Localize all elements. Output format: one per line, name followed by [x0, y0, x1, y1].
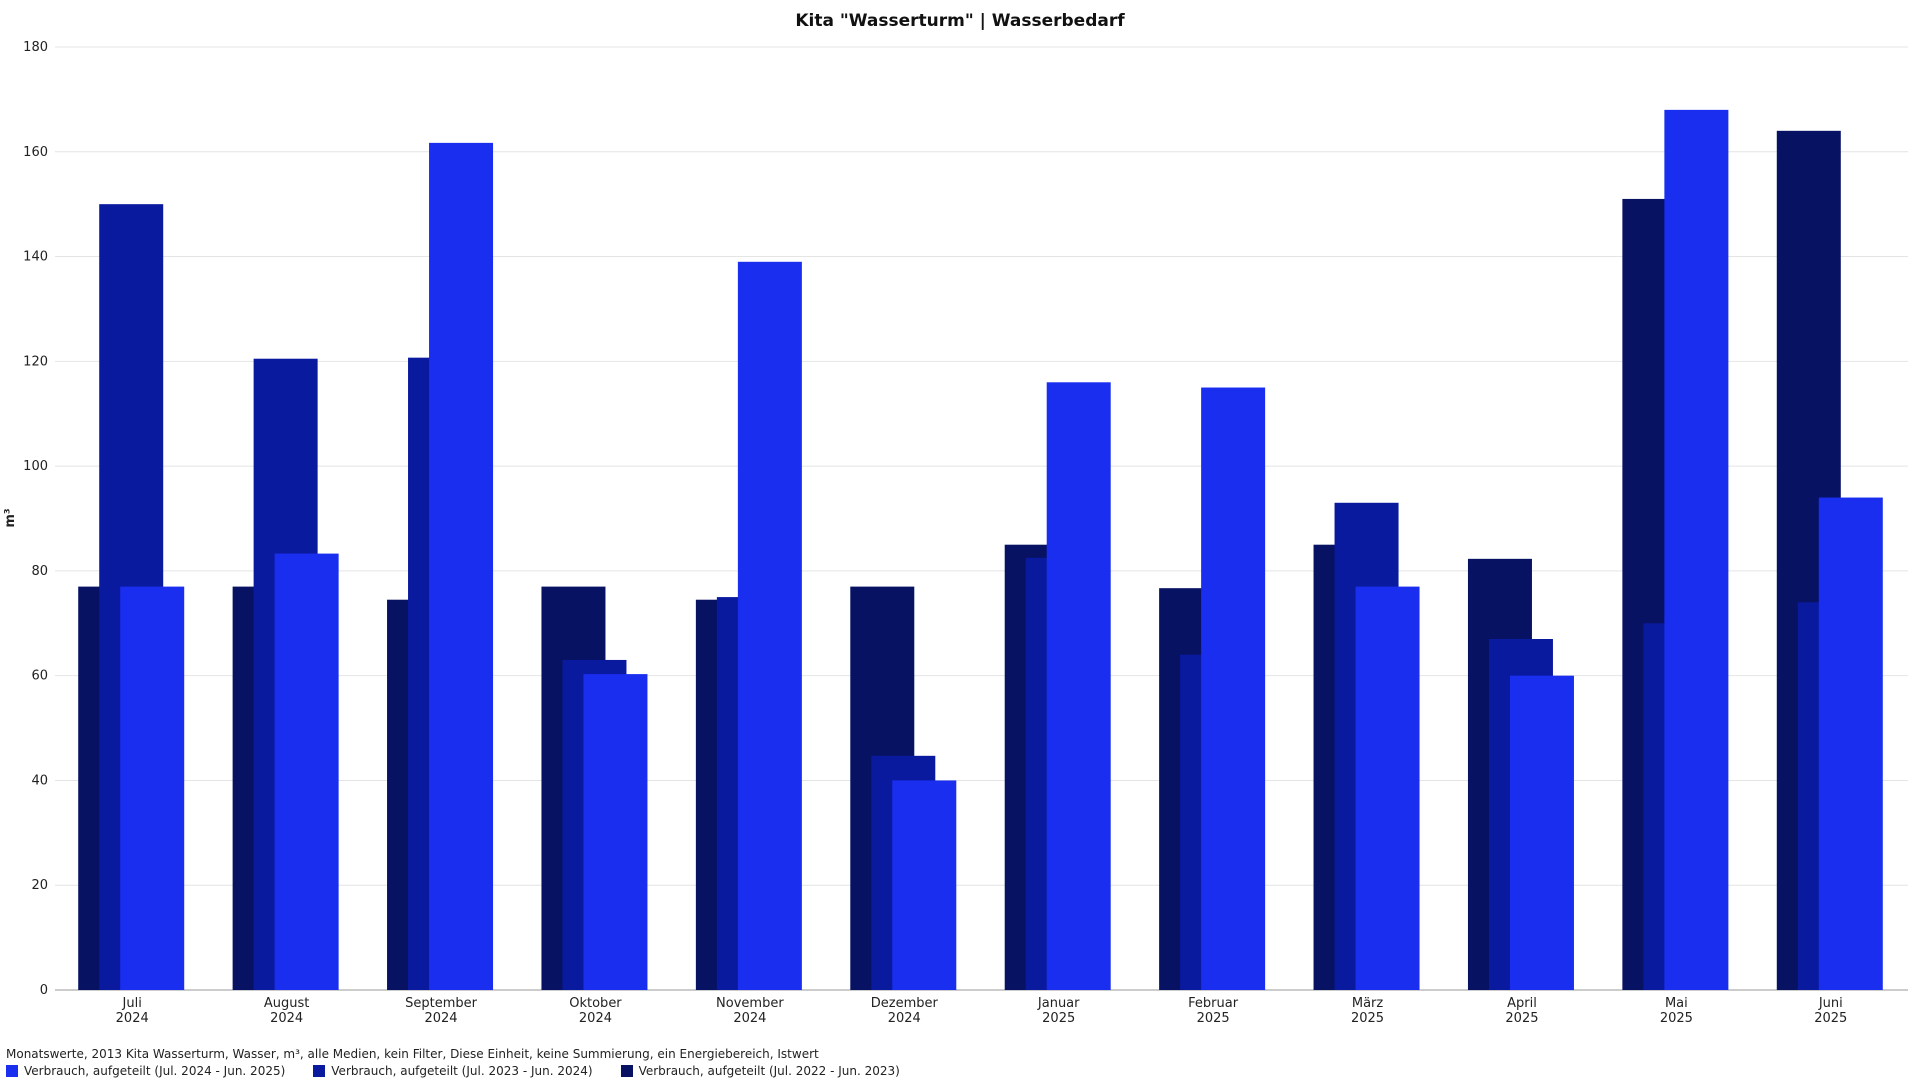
- y-axis-ticks: 0 20 40 60 80 100 120 140 160 180: [23, 40, 48, 998]
- legend-swatch: [6, 1065, 18, 1077]
- bar-juli-series-3[interactable]: [120, 586, 185, 990]
- x-tick-month: September: [405, 996, 478, 1011]
- x-tick-year: 2025: [1351, 1011, 1384, 1026]
- y-tick-label: 160: [23, 145, 48, 160]
- y-tick-label: 120: [23, 354, 48, 369]
- y-tick-label: 40: [31, 773, 48, 788]
- y-tick-label: 60: [31, 669, 48, 684]
- bar-februar-series-3[interactable]: [1201, 387, 1266, 990]
- grid-lines: [55, 46, 1908, 991]
- x-tick-year: 2025: [1814, 1011, 1847, 1026]
- y-tick-label: 140: [23, 250, 48, 265]
- x-tick-year: 2025: [1660, 1011, 1693, 1026]
- x-tick-year: 2024: [888, 1011, 921, 1026]
- x-tick-month: Mai: [1665, 996, 1688, 1011]
- x-tick-month: Januar: [1037, 996, 1080, 1011]
- legend-label: Verbrauch, aufgeteilt (Jul. 2023 - Jun. …: [331, 1064, 593, 1078]
- x-tick-year: 2024: [733, 1011, 766, 1026]
- x-tick-month: April: [1507, 996, 1537, 1011]
- y-tick-label: 0: [40, 983, 48, 998]
- legend-item-2024-2025[interactable]: Verbrauch, aufgeteilt (Jul. 2024 - Jun. …: [6, 1064, 285, 1078]
- x-tick-month: Juli: [122, 996, 142, 1011]
- x-tick-year: 2025: [1505, 1011, 1538, 1026]
- bar-november-series-3[interactable]: [737, 261, 802, 990]
- x-tick-year: 2025: [1197, 1011, 1230, 1026]
- bar-mai-series-3[interactable]: [1664, 109, 1729, 990]
- bar-april-series-3[interactable]: [1509, 675, 1574, 990]
- y-tick-label: 180: [23, 40, 48, 55]
- x-tick-year: 2024: [270, 1011, 303, 1026]
- bar-oktober-series-3[interactable]: [583, 674, 648, 990]
- x-tick-year: 2025: [1042, 1011, 1075, 1026]
- x-axis-ticks: Juli2024August2024September2024Oktober20…: [116, 996, 1848, 1026]
- x-tick-year: 2024: [579, 1011, 612, 1026]
- chart-title: Kita "Wasserturm" | Wasserbedarf: [795, 11, 1125, 31]
- bar-märz-series-3[interactable]: [1355, 586, 1420, 990]
- bar-juni-series-3[interactable]: [1818, 497, 1883, 990]
- legend-label: Verbrauch, aufgeteilt (Jul. 2024 - Jun. …: [24, 1064, 286, 1078]
- x-tick-month: Oktober: [569, 996, 622, 1011]
- bar-dezember-series-3[interactable]: [892, 780, 957, 990]
- x-tick-month: Februar: [1188, 996, 1239, 1011]
- x-tick-month: November: [716, 996, 784, 1011]
- legend-label: Verbrauch, aufgeteilt (Jul. 2022 - Jun. …: [638, 1064, 900, 1078]
- y-tick-label: 100: [23, 459, 48, 474]
- x-tick-month: Juni: [1818, 996, 1843, 1011]
- x-tick-month: Dezember: [871, 996, 939, 1011]
- bar-september-series-3[interactable]: [429, 142, 494, 990]
- bar-januar-series-3[interactable]: [1046, 382, 1111, 990]
- y-tick-label: 80: [31, 564, 48, 579]
- x-tick-month: August: [264, 996, 310, 1011]
- y-tick-label: 20: [31, 878, 48, 893]
- x-tick-year: 2024: [116, 1011, 149, 1026]
- legend: Verbrauch, aufgeteilt (Jul. 2024 - Jun. …: [6, 1064, 928, 1078]
- x-tick-year: 2024: [424, 1011, 457, 1026]
- x-tick-month: März: [1352, 996, 1384, 1011]
- legend-item-2022-2023[interactable]: Verbrauch, aufgeteilt (Jul. 2022 - Jun. …: [620, 1064, 900, 1078]
- y-axis-label: m³: [3, 508, 18, 527]
- legend-swatch: [313, 1065, 326, 1077]
- chart-footer-note: Monatswerte, 2013 Kita Wasserturm, Wasse…: [6, 1047, 819, 1061]
- legend-swatch: [620, 1065, 633, 1077]
- bar-august-series-3[interactable]: [274, 553, 339, 990]
- legend-item-2023-2024[interactable]: Verbrauch, aufgeteilt (Jul. 2023 - Jun. …: [313, 1064, 593, 1078]
- bars: [78, 109, 1883, 991]
